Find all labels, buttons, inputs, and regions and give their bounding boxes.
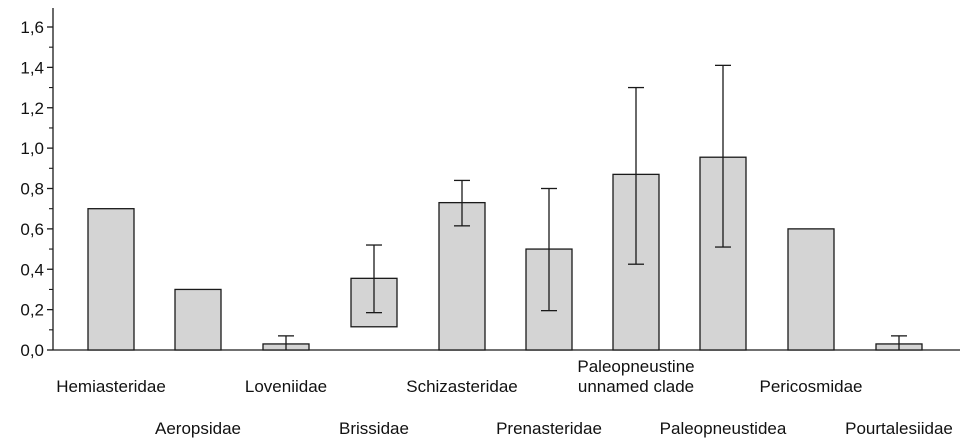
y-tick-label: 0,8 bbox=[20, 180, 44, 199]
category-label: Loveniidae bbox=[245, 377, 327, 396]
y-tick-label: 0,4 bbox=[20, 260, 44, 279]
y-tick-label: 0,6 bbox=[20, 220, 44, 239]
y-tick-label: 1,2 bbox=[20, 99, 44, 118]
y-tick-label: 0,0 bbox=[20, 341, 44, 360]
category-label: Pourtalesiidae bbox=[845, 419, 953, 438]
category-label: Brissidae bbox=[339, 419, 409, 438]
y-tick-label: 0,2 bbox=[20, 301, 44, 320]
category-label: Aeropsidae bbox=[155, 419, 241, 438]
y-tick-label: 1,0 bbox=[20, 139, 44, 158]
category-label: unnamed clade bbox=[578, 377, 694, 396]
category-label: Paleopneustine bbox=[577, 357, 694, 376]
bar-pericosmidae bbox=[787, 228, 835, 351]
category-label: Pericosmidae bbox=[760, 377, 863, 396]
bar-hemiasteridae bbox=[87, 208, 135, 351]
category-label: Prenasteridae bbox=[496, 419, 602, 438]
category-label: Schizasteridae bbox=[406, 377, 518, 396]
category-label: Paleopneustidea bbox=[660, 419, 787, 438]
y-tick-label: 1,4 bbox=[20, 58, 44, 77]
category-label: Hemiasteridae bbox=[56, 377, 166, 396]
y-tick-label: 1,6 bbox=[20, 18, 44, 37]
bar-aeropsidae bbox=[174, 288, 222, 351]
